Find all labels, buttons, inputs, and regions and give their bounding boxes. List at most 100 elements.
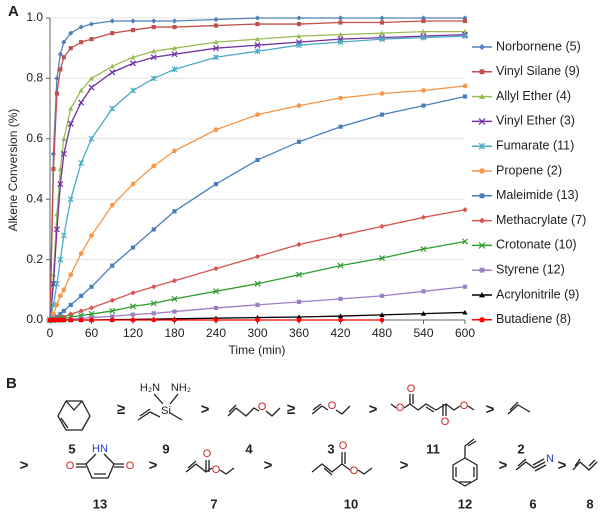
marker <box>378 255 386 262</box>
atom-label: O <box>126 460 135 472</box>
marker <box>54 75 60 81</box>
marker <box>213 266 219 272</box>
atom-label: O <box>339 440 348 452</box>
marker <box>51 166 56 172</box>
compound-number: 5 <box>68 441 75 456</box>
marker <box>255 317 260 323</box>
marker <box>68 317 74 323</box>
legend-label: Styrene (12) <box>496 262 565 276</box>
marker <box>57 51 63 57</box>
compound-number: 8 <box>586 496 593 511</box>
marker <box>78 99 85 106</box>
marker <box>151 311 156 316</box>
scheme: H₂N NH₂ Si O O O O O O HN O O O O O O N <box>20 382 598 511</box>
x-tick-label: 420 <box>330 326 350 340</box>
marker <box>151 48 157 54</box>
marker <box>462 18 468 24</box>
marker <box>88 21 95 27</box>
marker <box>130 18 136 24</box>
marker <box>462 309 468 315</box>
marker <box>109 105 116 112</box>
marker <box>379 112 385 117</box>
marker <box>61 287 67 293</box>
marker <box>478 142 486 150</box>
marker <box>213 127 219 133</box>
compound-number: 7 <box>210 496 217 511</box>
marker <box>130 28 136 33</box>
marker <box>478 241 486 249</box>
marker <box>130 312 136 317</box>
marker <box>50 301 57 308</box>
marker <box>110 263 115 268</box>
marker <box>78 317 84 323</box>
marker <box>129 60 137 67</box>
marker <box>379 91 385 96</box>
y-tick-label: 0.2 <box>26 252 43 266</box>
marker <box>57 256 64 263</box>
marker <box>172 209 177 214</box>
marker <box>338 20 343 25</box>
marker <box>338 317 343 323</box>
bond <box>515 458 547 472</box>
marker <box>213 23 219 28</box>
series-line <box>49 95 466 321</box>
x-tick-label: 180 <box>164 326 184 340</box>
bond <box>227 404 281 417</box>
marker <box>151 317 157 323</box>
marker <box>338 296 343 301</box>
marker <box>296 33 302 39</box>
marker <box>53 280 60 287</box>
marker <box>379 317 385 323</box>
x-tick-label: 360 <box>289 326 309 340</box>
atom-label: O <box>328 400 337 412</box>
marker <box>51 311 56 317</box>
marker <box>68 302 73 307</box>
x-tick-label: 300 <box>247 326 267 340</box>
legend-label: Crotonate (10) <box>496 238 577 252</box>
x-tick-label: 60 <box>85 326 99 340</box>
marker <box>479 267 485 273</box>
marker <box>296 139 302 144</box>
marker <box>255 21 260 27</box>
marker <box>421 289 426 294</box>
y-tick-label: 1.0 <box>26 10 43 24</box>
marker <box>296 314 302 320</box>
marker <box>58 293 63 299</box>
compound-number: 9 <box>162 441 169 456</box>
marker <box>338 95 343 101</box>
marker <box>420 311 427 316</box>
bond <box>76 453 124 479</box>
marker <box>254 42 261 49</box>
marker <box>151 18 157 24</box>
marker <box>109 63 115 69</box>
marker <box>337 39 344 46</box>
marker <box>337 262 344 269</box>
marker <box>420 246 427 253</box>
marker <box>379 293 385 298</box>
marker <box>254 253 261 260</box>
atom-label: O <box>212 464 221 476</box>
marker <box>296 317 302 323</box>
compound-number: 13 <box>93 496 107 511</box>
marker <box>109 307 116 314</box>
y-tick-label: 0.8 <box>26 71 43 85</box>
bond <box>572 458 598 471</box>
marker <box>88 75 95 81</box>
x-tick-label: 480 <box>372 326 392 340</box>
marker <box>89 37 94 42</box>
marker <box>47 317 53 323</box>
marker <box>60 150 67 157</box>
marker <box>461 238 469 245</box>
marker <box>78 159 85 166</box>
marker <box>379 20 385 25</box>
marker <box>462 83 468 89</box>
marker <box>296 15 302 21</box>
marker <box>479 317 485 323</box>
marker <box>68 46 73 51</box>
relation: > <box>400 457 409 474</box>
compound-number: 2 <box>517 441 524 456</box>
marker <box>171 278 178 284</box>
marker <box>379 312 385 317</box>
marker <box>57 181 64 188</box>
atom-label: O <box>396 402 405 414</box>
